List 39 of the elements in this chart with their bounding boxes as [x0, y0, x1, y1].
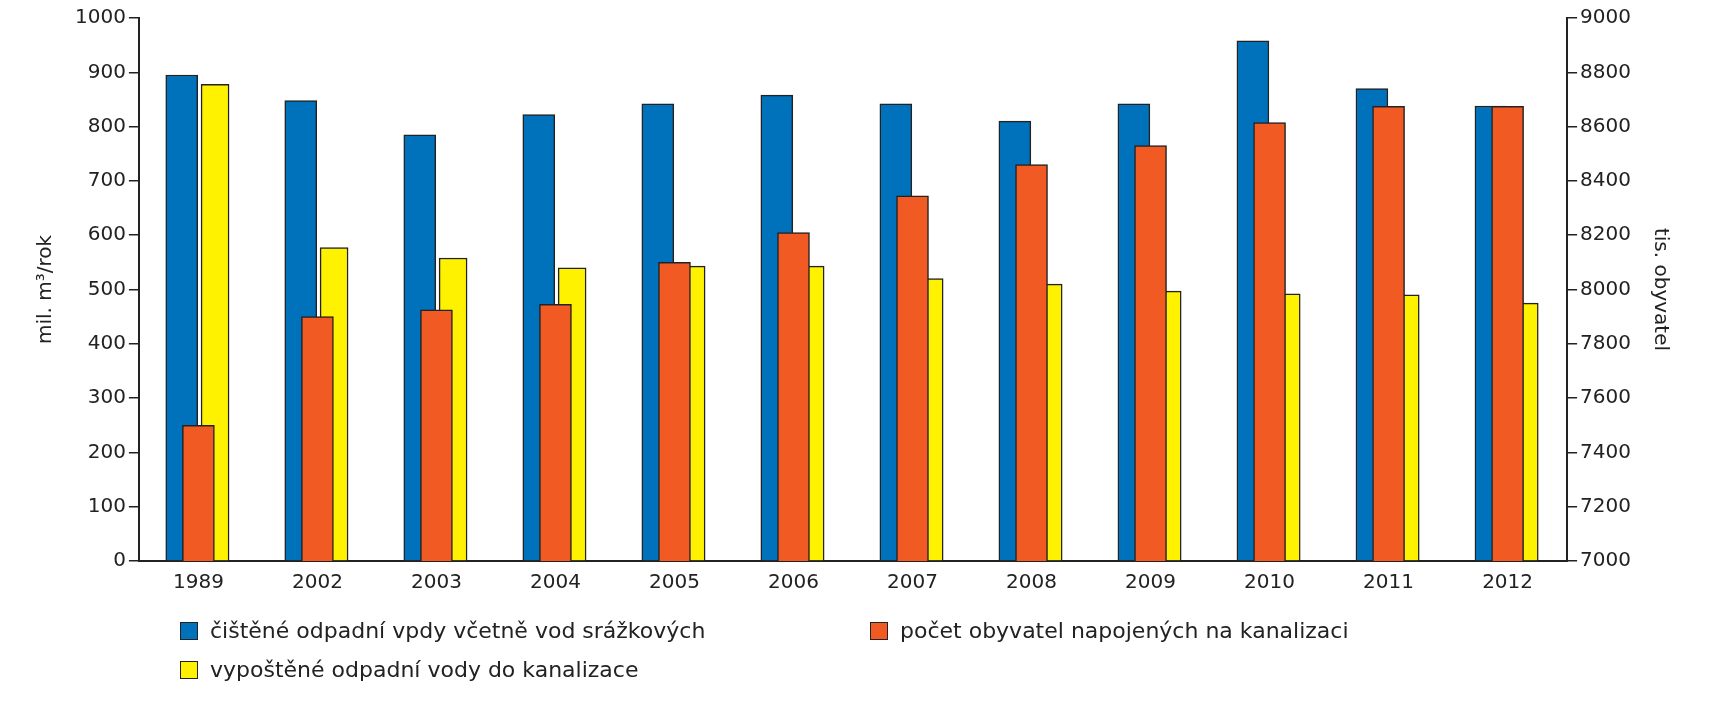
x-tick-label: 2010: [1244, 569, 1296, 594]
y2-tick-label: 7200: [1580, 492, 1632, 517]
y-tick-label: 700: [87, 167, 126, 192]
y2-tick-label: 8600: [1580, 112, 1632, 137]
y2-tick-label: 8400: [1580, 167, 1632, 192]
y2-tick-label: 7800: [1580, 330, 1632, 354]
x-tick-label: 2004: [530, 569, 581, 594]
y-tick-label: 200: [87, 438, 126, 463]
x-tick-label: 2011: [1363, 569, 1415, 594]
y2-tick-label: 8800: [1580, 58, 1632, 83]
legend-label: počet obyvatel napojených na kanalizaci: [900, 618, 1349, 643]
legend-label: vypoštěné odpadní vody do kanalizace: [210, 657, 639, 682]
x-tick-label: 2006: [768, 569, 819, 594]
y-tick-label: 0: [113, 547, 126, 572]
y-tick-label: 400: [87, 330, 126, 354]
y2-tick-label: 7400: [1580, 438, 1632, 463]
x-tick-label: 2012: [1482, 569, 1534, 594]
x-tick-label: 2007: [887, 569, 938, 594]
y2-tick-label: 7000: [1580, 547, 1632, 572]
x-tick-label: 2003: [410, 569, 462, 594]
legend-label: čištěné odpadní vpdy včetně vod srážkových: [210, 618, 706, 643]
x-tick-label: 2009: [1125, 569, 1176, 594]
y-tick-label: 800: [87, 112, 126, 137]
x-tick-label: 2008: [1006, 569, 1057, 594]
y-tick-label: 100: [87, 492, 126, 517]
x-tick-label: 2002: [291, 569, 343, 594]
y-tick-label: 300: [87, 384, 126, 409]
y2-tick-label: 8000: [1580, 275, 1632, 300]
y-tick-label: 1000: [74, 4, 126, 29]
y-axis-title: mil. m³/rok: [32, 234, 57, 345]
y-tick-label: 500: [87, 275, 126, 300]
y2-tick-label: 7600: [1580, 384, 1632, 409]
x-tick-label: 2005: [649, 569, 700, 594]
y-tick-label: 900: [87, 58, 126, 83]
y-tick-label: 600: [87, 221, 126, 246]
y2-tick-label: 9000: [1580, 4, 1632, 29]
y2-axis-title: tis. obyvatel: [1649, 227, 1674, 352]
x-tick-label: 1989: [172, 569, 224, 594]
y2-tick-label: 8200: [1580, 221, 1632, 246]
